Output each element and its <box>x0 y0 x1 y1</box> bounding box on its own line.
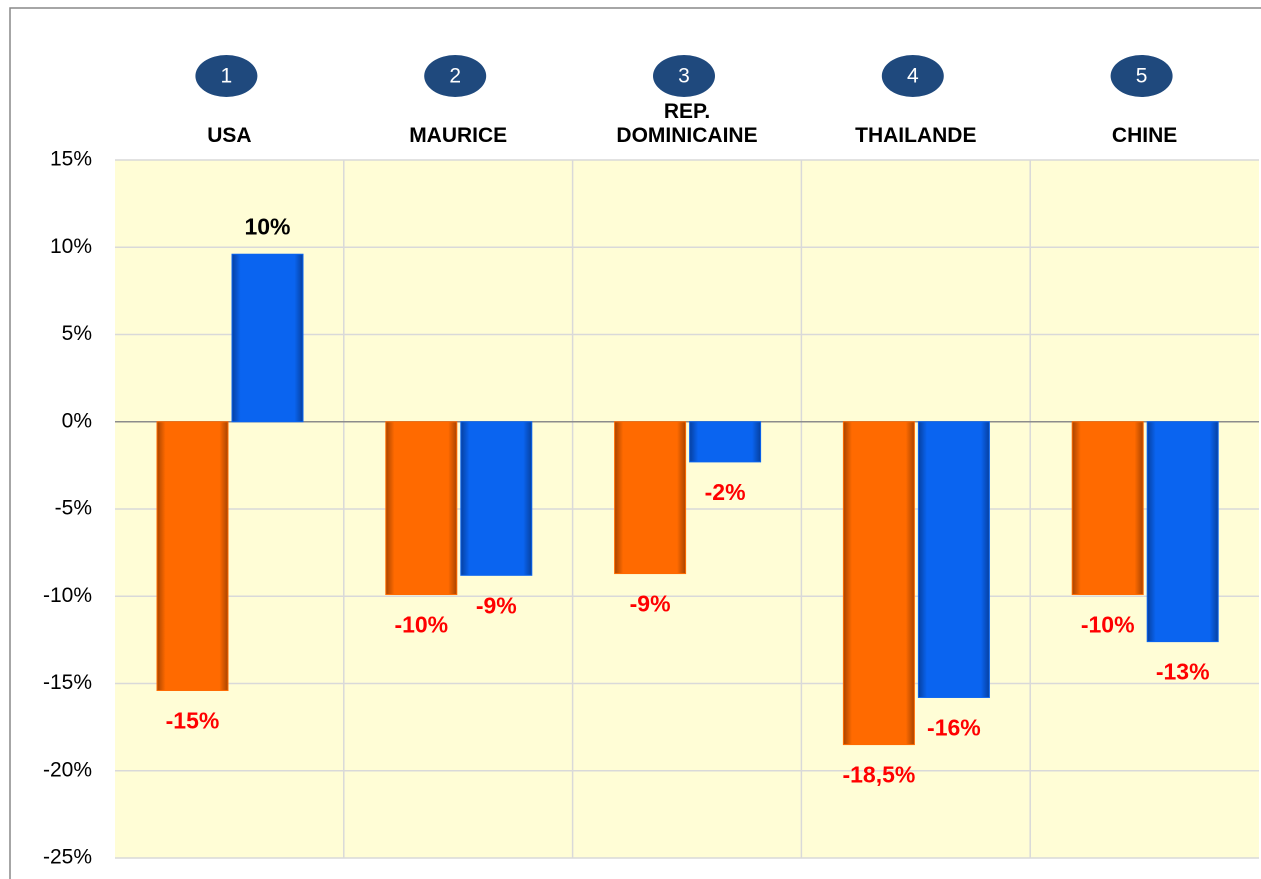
data-label: -9% <box>476 592 517 618</box>
bar <box>917 421 990 698</box>
data-label: -10% <box>394 612 448 638</box>
y-tick-label: -5% <box>55 497 92 520</box>
bar <box>460 421 533 576</box>
bar <box>156 421 229 691</box>
bar <box>1071 421 1144 596</box>
rank-badge <box>881 55 944 97</box>
data-label: 10% <box>244 213 290 239</box>
y-tick-label: -10% <box>43 584 92 607</box>
data-label: -2% <box>705 479 746 505</box>
bar <box>1146 421 1219 643</box>
rank-number: 4 <box>907 65 919 88</box>
rank-number: 2 <box>449 65 461 88</box>
frame <box>9 7 1261 879</box>
category-label: MAURICE <box>409 124 508 147</box>
y-tick-label: 0% <box>62 409 92 432</box>
bar <box>689 421 762 463</box>
data-label: -10% <box>1081 612 1135 638</box>
category-label: CHINE <box>1111 124 1178 147</box>
bar <box>385 421 458 596</box>
data-label: -18,5% <box>842 762 915 788</box>
rank-badge <box>424 55 487 97</box>
data-label: -13% <box>1156 659 1210 685</box>
y-tick-label: 10% <box>50 235 92 258</box>
rank-badge <box>653 55 715 97</box>
rank-number: 5 <box>1136 65 1148 88</box>
y-tick-label: -25% <box>43 846 92 869</box>
rank-number: 3 <box>678 65 690 88</box>
data-label: -16% <box>927 715 981 741</box>
category-label: REP. DOMINICAINE <box>616 100 758 147</box>
category-label: THAILANDE <box>855 124 977 147</box>
rank-badge <box>1110 55 1173 97</box>
y-tick-label: 5% <box>62 322 92 345</box>
y-tick-label: 15% <box>50 148 92 171</box>
bar <box>842 421 915 746</box>
rank-number: 1 <box>221 65 233 88</box>
bar <box>614 421 687 575</box>
data-label: -15% <box>166 708 220 734</box>
category-label: USA <box>207 124 252 147</box>
rank-badge <box>195 55 258 97</box>
y-tick-label: -20% <box>43 758 92 781</box>
bar <box>231 253 304 423</box>
y-tick-label: -15% <box>43 671 92 694</box>
data-label: -9% <box>630 591 671 617</box>
